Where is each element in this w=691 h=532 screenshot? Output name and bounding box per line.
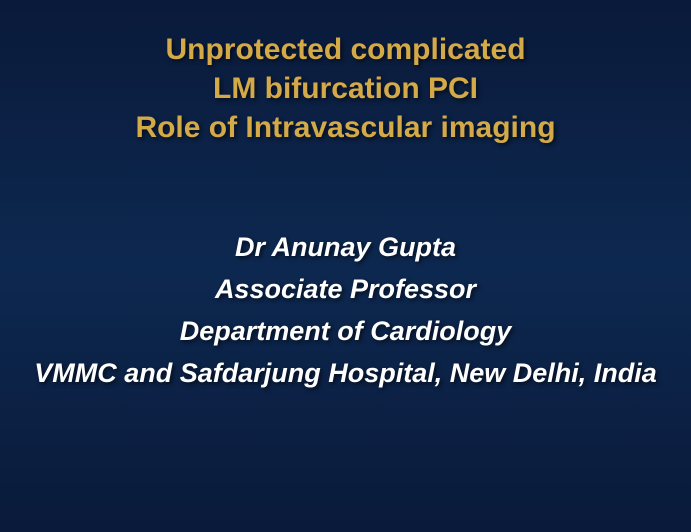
title-block: Unprotected complicated LM bifurcation P…	[20, 30, 671, 147]
author-position: Associate Professor	[20, 269, 671, 311]
title-line-2: LM bifurcation PCI	[20, 69, 671, 108]
author-block: Dr Anunay Gupta Associate Professor Depa…	[20, 227, 671, 394]
title-line-3: Role of Intravascular imaging	[20, 108, 671, 147]
title-line-1: Unprotected complicated	[20, 30, 671, 69]
presentation-slide: Unprotected complicated LM bifurcation P…	[0, 0, 691, 532]
author-name: Dr Anunay Gupta	[20, 227, 671, 269]
author-affiliation: VMMC and Safdarjung Hospital, New Delhi,…	[20, 353, 671, 395]
author-department: Department of Cardiology	[20, 311, 671, 353]
